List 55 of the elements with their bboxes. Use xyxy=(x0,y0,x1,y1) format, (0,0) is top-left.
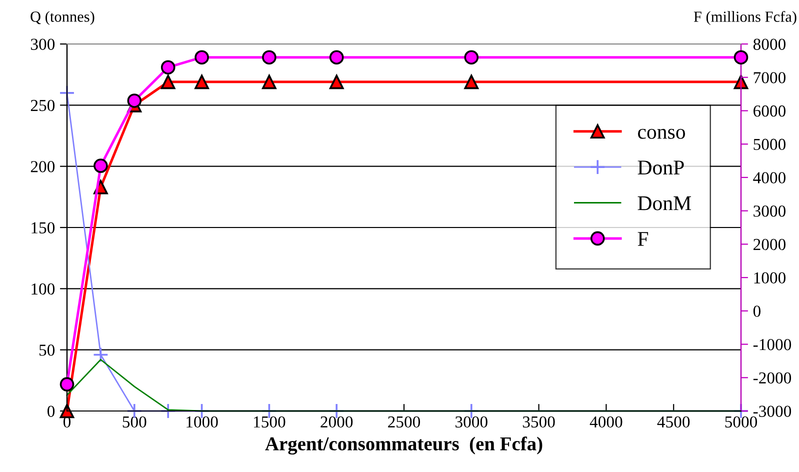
y-axis-title: Q (tonnes) xyxy=(30,11,94,25)
x-tick-label: 2000 xyxy=(320,416,353,428)
point xyxy=(94,158,108,173)
y2-tick-label: 4000 xyxy=(753,172,786,184)
x-tick-label: 1500 xyxy=(254,416,286,428)
y2-tick-label: 5000 xyxy=(754,138,786,150)
y2-tick-label: 6000 xyxy=(754,105,786,117)
y-tick-label: 250 xyxy=(30,100,55,112)
y2-tick-label: 0 xyxy=(753,306,761,317)
point xyxy=(59,85,75,101)
y-tick-label: 200 xyxy=(30,161,55,172)
point xyxy=(194,50,209,64)
y2-tick-label: -3000 xyxy=(753,406,792,417)
legend-label: DonM xyxy=(638,196,691,210)
point xyxy=(262,74,276,90)
point xyxy=(734,50,748,64)
y2-tick-label: -1000 xyxy=(753,338,792,350)
legend-label: conso xyxy=(638,128,686,139)
y-tick-label: 50 xyxy=(39,344,55,356)
x-tick-label: 500 xyxy=(122,416,146,428)
point xyxy=(160,403,176,419)
x-axis-title: Argent/consommateurs (en Fcfa) xyxy=(265,436,542,455)
point xyxy=(464,74,479,90)
x-tick-label: 1000 xyxy=(186,416,218,428)
x-tick-label: 5000 xyxy=(725,416,758,428)
point xyxy=(734,74,748,90)
x-tick-label: 2500 xyxy=(388,416,420,428)
point xyxy=(60,404,74,418)
point xyxy=(160,74,176,90)
point xyxy=(329,50,344,64)
point xyxy=(329,74,344,90)
y2-tick-label: 7000 xyxy=(754,72,786,84)
x-tick-label: 4000 xyxy=(590,416,622,428)
x-tick-label: 3000 xyxy=(456,416,488,428)
legend-label: F xyxy=(638,232,648,246)
y2-tick-label: -2000 xyxy=(753,372,792,384)
point xyxy=(464,50,479,64)
point xyxy=(160,60,176,75)
y2-axis-title: F (millions Fcfa) xyxy=(694,10,796,26)
y-tick-label: 100 xyxy=(32,283,55,295)
y2-tick-label: 8000 xyxy=(753,38,786,50)
x-tick-label: 3500 xyxy=(522,416,555,428)
y-tick-label: 150 xyxy=(32,222,55,234)
y2-tick-label: 3000 xyxy=(754,206,786,217)
y2-tick-label: 2000 xyxy=(754,238,786,250)
point xyxy=(127,94,142,108)
point xyxy=(92,346,109,363)
point xyxy=(262,50,276,64)
point xyxy=(60,377,74,392)
legend-label: DonP xyxy=(638,160,684,175)
y-tick-label: 0 xyxy=(47,406,55,417)
point xyxy=(194,74,209,90)
y2-tick-label: 1000 xyxy=(754,272,786,284)
y-tick-label: 300 xyxy=(30,38,55,50)
x-tick-label: 4500 xyxy=(657,416,690,428)
